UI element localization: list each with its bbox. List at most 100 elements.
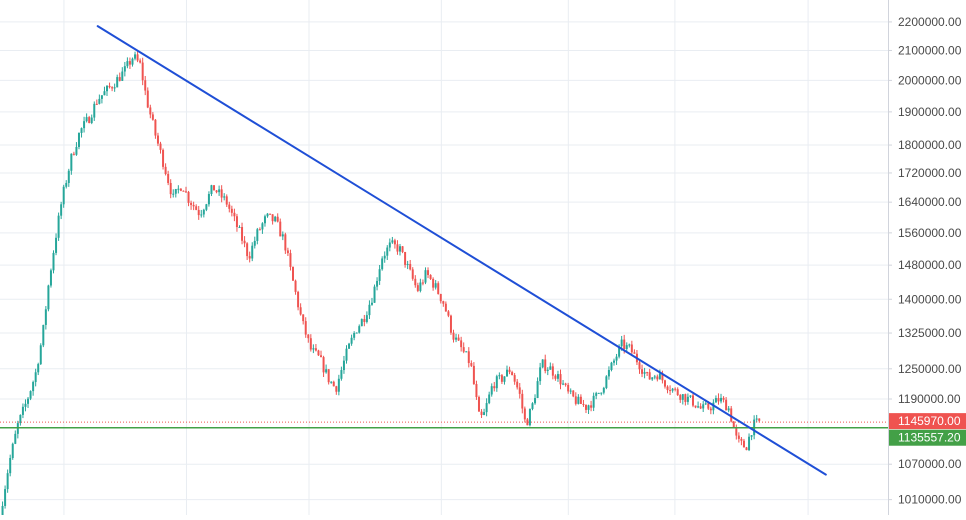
candle-body-up [528,408,531,426]
candle-body-up [113,87,116,89]
candle-body-up [658,373,661,380]
candle-body-up [643,372,646,374]
candle-body-up [625,345,628,350]
candle-body-up [274,216,277,222]
candle-body-down [286,250,289,254]
price-tick-label: 1400000.00 [898,292,962,306]
candle-body-up [62,186,65,205]
candle-body-down [335,386,338,392]
candle-body-down [307,334,310,339]
candle-body-up [498,375,501,377]
candle-body-down [190,202,193,205]
descending-trendline[interactable] [96,25,827,476]
candle-body-up [376,280,379,287]
candle-body-up [131,58,134,65]
candle-body-up [348,343,351,349]
candle-body-up [686,396,689,402]
candle-body-down [246,243,249,257]
candle-body-up [595,393,598,396]
candle-body-down [416,285,419,291]
candle-body-up [534,398,537,404]
price-axis[interactable]: 2200000.00 2100000.00 2000000.00 1900000.00… [888,0,966,515]
candle-body-up [600,392,603,394]
candle-body-down [151,114,154,120]
candle-body-up [6,473,9,490]
candle-body-up [14,433,17,444]
candle-body-up [44,309,47,325]
candle-body-up [57,215,60,238]
candle-body-up [378,269,381,281]
candle-body-up [592,395,595,408]
candle-body-up [24,403,27,407]
price-tick-label: 1070000.00 [898,457,962,471]
candle-body-up [546,369,549,371]
candle-body-down [187,191,190,203]
candle-body-up [562,383,565,385]
candle-body-down [437,283,440,295]
candle-body-down [393,240,396,245]
candle-body-up [16,423,19,434]
candle-body-down [691,395,694,406]
candle-body-down [513,375,516,382]
candle-body-down [243,240,246,244]
price-tick-label: 1640000.00 [898,195,962,209]
candle-body-down [460,340,463,348]
candle-body-down [111,87,114,89]
candle-body-up [172,193,175,195]
candle-body-down [742,440,745,448]
candle-body-down [136,54,139,61]
candle-body-up [263,216,266,224]
candle-body-up [39,345,42,365]
candle-body-up [704,403,707,405]
price-tick-label: 1010000.00 [898,493,962,507]
horizontal-level-label-text: 1135557.20 [898,431,961,445]
candle-body-down [493,386,496,389]
candle-body-down [663,380,666,387]
candle-body-down [641,369,644,374]
horizontal-level-label: 1135557.20 [889,429,966,446]
candle-body-up [355,332,358,334]
candle-body-up [465,351,468,353]
candle-body-down [740,438,743,441]
candle-body-up [67,170,70,183]
candle-body-down [518,387,521,394]
candle-body-up [434,283,437,288]
candle-body-up [485,403,488,413]
candle-body-up [330,381,333,383]
candle-body-up [671,388,674,391]
candle-body-down [444,303,447,312]
candle-body-down [128,61,131,65]
candle-body-down [409,263,412,270]
candle-body-up [19,414,22,424]
candle-body-up [32,382,35,392]
candle-body-down [457,337,460,341]
candle-body-down [638,362,641,370]
candle-body-down [404,251,407,265]
candle-body-down [584,404,587,410]
candle-body-down [317,350,320,356]
candle-body-up [587,405,590,410]
candle-body-up [29,391,32,399]
candle-body-up [42,324,45,346]
trendline-drawing[interactable] [96,25,827,476]
candle-body-down [477,397,480,412]
candle-body-down [745,447,748,451]
candle-body-down [169,182,172,195]
candle-body-up [83,121,86,129]
candle-body-down [475,384,478,398]
candle-body-down [564,383,567,385]
candle-body-up [37,364,40,373]
candle-body-down [108,85,111,88]
candle-body-up [424,270,427,283]
candle-body-up [615,356,618,361]
candle-body-down [159,143,162,150]
candle-body-down [139,60,142,63]
candle-body-down [291,266,294,281]
candle-body-down [579,396,582,404]
candle-body-up [381,258,384,270]
candle-body-down [213,185,216,191]
candle-body-down [146,90,149,108]
candle-body-down [722,397,725,400]
